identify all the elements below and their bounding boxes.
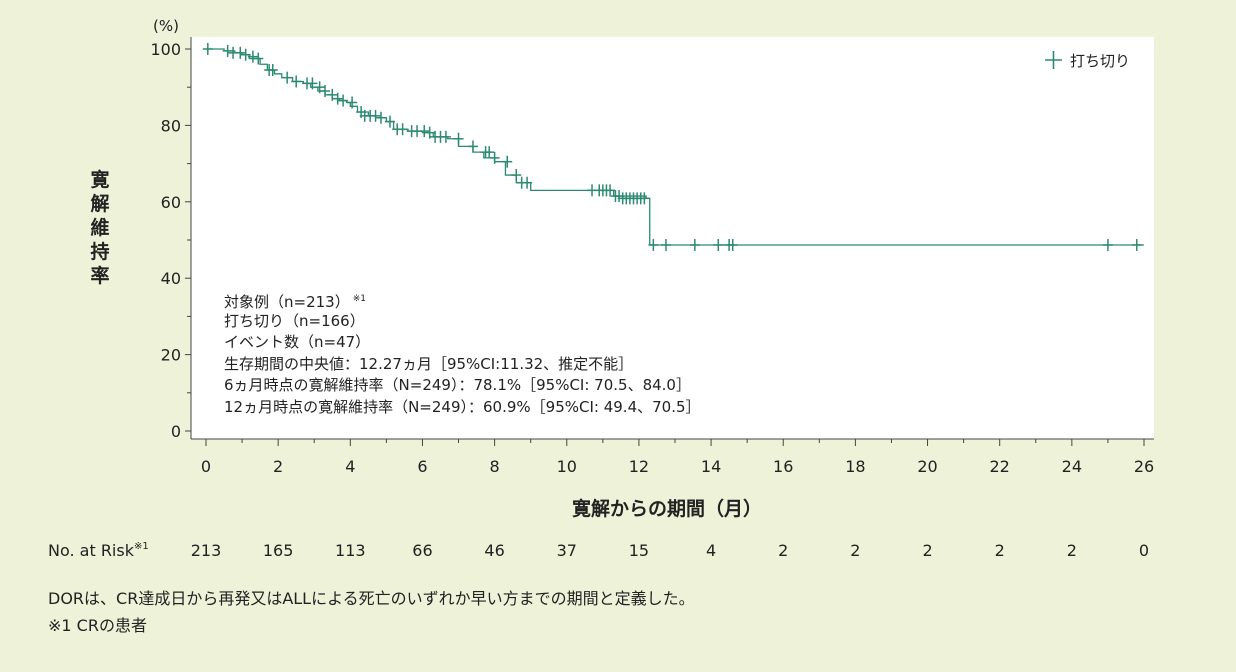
risk-value: 46 <box>484 541 504 560</box>
censor-mark <box>307 77 318 90</box>
censor-mark <box>660 238 671 251</box>
risk-value: 37 <box>557 541 577 560</box>
x-tick-label: 0 <box>201 457 211 476</box>
censor-mark <box>240 48 251 61</box>
legend: 打ち切り <box>1045 51 1130 70</box>
y-tick-label: 20 <box>161 346 181 365</box>
censor-mark <box>202 43 213 55</box>
y-unit-label: (%) <box>153 17 179 35</box>
censor-mark <box>327 88 338 101</box>
censor-mark <box>253 52 264 65</box>
censor-mark <box>440 130 451 143</box>
x-tick-label: 20 <box>917 457 937 476</box>
censor-mark <box>1131 238 1142 251</box>
risk-value: 2 <box>850 541 860 560</box>
risk-value: 66 <box>412 541 432 560</box>
summary-line: 打ち切り（n=166） <box>224 311 365 330</box>
y-tick-label: 60 <box>161 193 181 212</box>
censor-mark <box>713 238 724 251</box>
risk-value: 165 <box>263 541 294 560</box>
risk-label: No. at Risk※1 <box>48 541 149 560</box>
censor-mark <box>453 132 464 145</box>
risk-value: 0 <box>1139 541 1149 560</box>
x-tick-label: 4 <box>345 457 355 476</box>
censor-mark <box>291 75 302 88</box>
risk-label-sup: ※1 <box>134 541 149 552</box>
censor-mark <box>419 125 430 138</box>
y-tick-label: 80 <box>161 116 181 135</box>
legend-label: 打ち切り <box>1070 52 1130 70</box>
y-tick-label: 40 <box>161 269 181 288</box>
footnote-cr: ※1 CRの患者 <box>48 616 147 635</box>
censor-mark <box>424 126 435 139</box>
censor-mark <box>648 238 659 251</box>
risk-value: 2 <box>995 541 1005 560</box>
censor-mark <box>267 64 278 77</box>
censor-mark <box>338 94 349 107</box>
censor-mark <box>332 92 343 105</box>
y-tick-label: 100 <box>150 40 181 59</box>
censor-mark <box>484 146 495 159</box>
summary-line: イベント数（n=47） <box>224 333 371 351</box>
censor-mark <box>522 176 533 189</box>
x-tick-label: 6 <box>417 457 427 476</box>
censor-mark <box>489 151 500 164</box>
censor-mark <box>370 109 381 122</box>
censor-mark <box>605 184 616 197</box>
censor-mark <box>639 192 650 205</box>
y-tick-label: 0 <box>171 422 181 441</box>
censor-mark <box>235 46 246 59</box>
censor-mark <box>222 44 233 57</box>
x-tick-label: 18 <box>845 457 865 476</box>
risk-value: 15 <box>629 541 649 560</box>
summary-line: 生存期間の中央値：12.27ヵ月［95%CI:11.32、推定不能］ <box>224 354 634 373</box>
censor-mark <box>467 140 478 153</box>
x-tick-label: 26 <box>1134 457 1154 476</box>
x-tick-label: 10 <box>557 457 577 476</box>
censor-mark <box>282 71 293 84</box>
censor-mark <box>727 238 738 251</box>
censor-mark <box>375 111 386 124</box>
x-tick-label: 12 <box>629 457 649 476</box>
risk-label-text: No. at Risk <box>48 541 135 560</box>
censor-mark <box>1102 238 1113 251</box>
censor-mark <box>320 85 331 98</box>
censor-mark <box>397 123 408 136</box>
summary-line: 12ヵ月時点の寛解維持率（N=249）：60.9%［95%CI: 49.4、70… <box>224 397 701 416</box>
x-tick-label: 2 <box>273 457 283 476</box>
risk-table: No. at Risk※1 213 165 113 66 46 37 15 4 2 2 2 2 2 0 <box>48 541 1149 560</box>
censor-mark <box>689 238 700 251</box>
censor-mark <box>314 81 325 94</box>
censor-mark <box>384 115 395 128</box>
x-tick-label: 16 <box>773 457 793 476</box>
risk-value: 113 <box>335 541 366 560</box>
risk-value: 2 <box>778 541 788 560</box>
risk-value: 2 <box>922 541 932 560</box>
censor-mark <box>347 96 358 109</box>
risk-value: 4 <box>706 541 716 560</box>
risk-value: 213 <box>191 541 222 560</box>
summary-line: 対象例（n=213） ※1 <box>224 293 366 311</box>
censor-mark <box>511 169 522 182</box>
x-tick-label: 14 <box>701 457 721 476</box>
summary-line: 6ヵ月時点の寛解維持率（N=249）：78.1%［95%CI: 70.5、84.… <box>224 376 691 394</box>
censor-mark <box>502 155 513 168</box>
censor-mark <box>247 50 258 63</box>
risk-value: 2 <box>1067 541 1077 560</box>
x-axis-title: 寛解からの期間（月） <box>572 497 762 520</box>
x-tick-label: 8 <box>490 457 500 476</box>
x-tick-label: 22 <box>990 457 1010 476</box>
footnote-definition: DORは、CR達成日から再発又はALLによる死亡のいずれか早い方までの期間と定義… <box>48 589 695 608</box>
x-tick-label: 24 <box>1062 457 1082 476</box>
y-axis-title: 寛解維持率 <box>90 168 109 287</box>
